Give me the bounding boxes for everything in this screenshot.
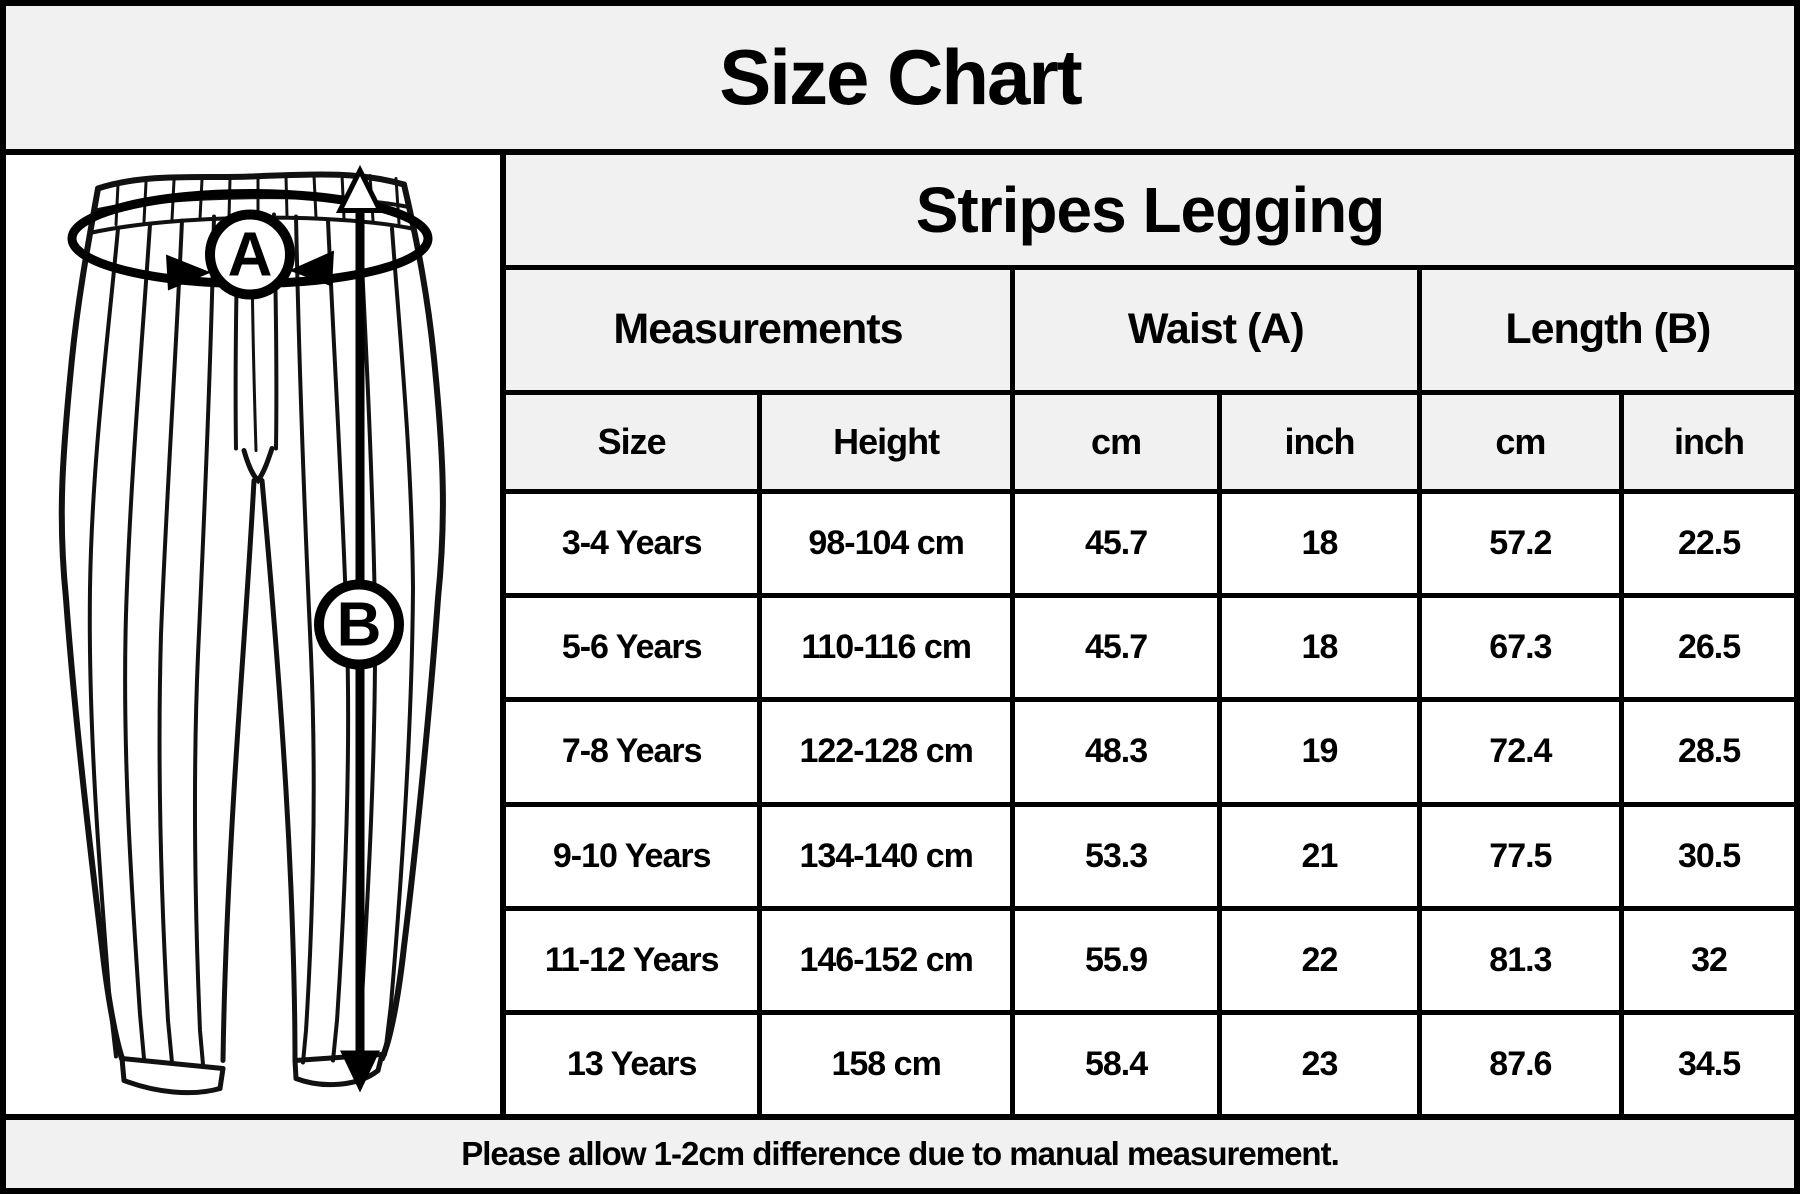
table-cell: 146-152 cm xyxy=(762,910,1010,1010)
label-b-circle xyxy=(314,579,404,670)
label-a: A xyxy=(228,221,273,290)
table-cell: 19 xyxy=(1222,702,1417,802)
page-title: Size Chart xyxy=(6,6,1794,149)
label-b: B xyxy=(337,591,382,660)
table-cell: 18 xyxy=(1222,598,1417,698)
group-header-length: Length (B) xyxy=(1421,269,1794,390)
table-cell: 77.5 xyxy=(1421,806,1620,906)
table-cell: 18 xyxy=(1222,494,1417,594)
table-cell: 72.4 xyxy=(1421,702,1620,802)
table-cell: 9-10 Years xyxy=(506,806,758,906)
table-cell: 28.5 xyxy=(1624,702,1794,802)
table-cell: 53.3 xyxy=(1014,806,1218,906)
page-title-text: Size Chart xyxy=(719,33,1082,121)
table-cell: 158 cm xyxy=(762,1014,1010,1114)
table-cell: 45.7 xyxy=(1014,494,1218,594)
table-cell: 58.4 xyxy=(1014,1014,1218,1114)
table-cell: 22 xyxy=(1222,910,1417,1010)
group-header-measurements: Measurements xyxy=(506,269,1010,390)
table-cell: 110-116 cm xyxy=(762,598,1010,698)
footer-note: Please allow 1-2cm difference due to man… xyxy=(6,1120,1794,1188)
table-cell: 5-6 Years xyxy=(506,598,758,698)
column-header-waist-inch: inch xyxy=(1222,394,1417,489)
footer-note-text: Please allow 1-2cm difference due to man… xyxy=(461,1135,1340,1172)
length-arrow-down xyxy=(340,1050,380,1093)
column-header-length-cm: cm xyxy=(1421,394,1620,489)
column-header-length-inch: inch xyxy=(1624,394,1794,489)
length-arrow-up xyxy=(335,164,385,213)
waist-arrow-left xyxy=(166,254,211,291)
product-title: Stripes Legging xyxy=(506,155,1794,265)
table-cell: 26.5 xyxy=(1624,598,1794,698)
ankle-cuffs xyxy=(119,1052,385,1096)
legging-illustration: A B xyxy=(58,164,446,1096)
waist-measure: A xyxy=(67,189,433,300)
table-cell: 7-8 Years xyxy=(506,702,758,802)
stripes xyxy=(87,212,416,1067)
table-cell: 45.7 xyxy=(1014,598,1218,698)
waist-arrow-right xyxy=(289,250,334,287)
table-cell: 11-12 Years xyxy=(506,910,758,1010)
table-cell: 30.5 xyxy=(1624,806,1794,906)
table-cell: 3-4 Years xyxy=(506,494,758,594)
table-cell: 134-140 cm xyxy=(762,806,1010,906)
table-cell: 22.5 xyxy=(1624,494,1794,594)
column-header-waist-cm: cm xyxy=(1014,394,1218,489)
table-cell: 13 Years xyxy=(506,1014,758,1114)
table-cell: 122-128 cm xyxy=(762,702,1010,802)
main-area: A B Stripes Legging Measurements Waist (… xyxy=(6,155,1794,1114)
table-cell: 57.2 xyxy=(1421,494,1620,594)
group-header-waist: Waist (A) xyxy=(1014,269,1417,390)
table-cell: 21 xyxy=(1222,806,1417,906)
column-header-size: Size xyxy=(506,394,758,489)
table-cell: 87.6 xyxy=(1421,1014,1620,1114)
table-cell: 67.3 xyxy=(1421,598,1620,698)
table-cell: 23 xyxy=(1222,1014,1417,1114)
table-cell: 48.3 xyxy=(1014,702,1218,802)
column-header-height: Height xyxy=(762,394,1010,489)
table-cell: 55.9 xyxy=(1014,910,1218,1010)
legging-diagram-panel: A B xyxy=(6,155,500,1114)
table-cell: 98-104 cm xyxy=(762,494,1010,594)
table-cell: 81.3 xyxy=(1421,910,1620,1010)
length-measure: B xyxy=(314,164,404,1093)
size-table: Stripes Legging Measurements Waist (A) L… xyxy=(506,155,1794,1114)
label-a-circle xyxy=(205,209,295,300)
table-cell: 34.5 xyxy=(1624,1014,1794,1114)
table-cell: 32 xyxy=(1624,910,1794,1010)
